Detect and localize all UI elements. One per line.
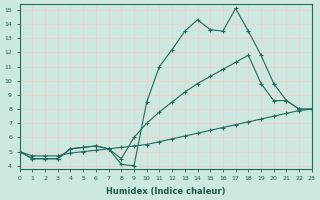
X-axis label: Humidex (Indice chaleur): Humidex (Indice chaleur)	[106, 187, 226, 196]
